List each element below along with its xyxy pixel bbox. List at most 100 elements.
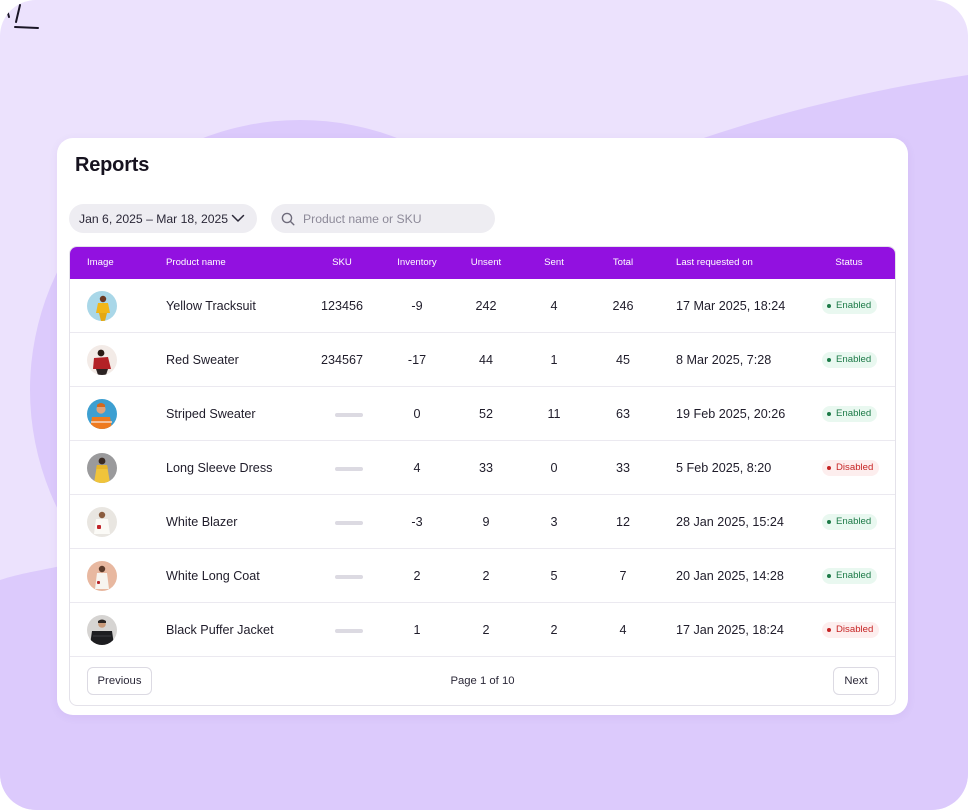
unsent-value: 52 — [478, 407, 493, 421]
black-puffer-jacket-product-image — [87, 615, 117, 645]
white-long-coat-product-image — [87, 561, 117, 591]
date-range-picker[interactable]: Jan 6, 2025 – Mar 18, 2025 — [69, 204, 257, 233]
product-image — [87, 507, 117, 537]
unsent-value: 44 — [478, 353, 493, 367]
status-badge: Enabled — [822, 568, 878, 584]
unsent-value: 9 — [482, 515, 490, 529]
total-value: 45 — [615, 353, 630, 367]
sku-empty-placeholder — [335, 413, 363, 417]
product-image — [87, 561, 117, 591]
red-sweater-product-image — [87, 345, 117, 375]
sent-value: 2 — [550, 623, 558, 637]
inventory-value: -17 — [407, 353, 427, 367]
column-header-total: Total — [612, 257, 634, 268]
product-name: Striped Sweater — [166, 407, 256, 421]
sku-empty-placeholder — [335, 467, 363, 471]
total-value: 63 — [615, 407, 630, 421]
search-box[interactable] — [271, 204, 495, 233]
column-header-inventory: Inventory — [397, 257, 437, 268]
sent-value: 5 — [550, 569, 558, 583]
inventory-value: -3 — [411, 515, 423, 529]
sent-value: 3 — [550, 515, 558, 529]
product-image — [87, 291, 117, 321]
status-badge: Disabled — [822, 460, 880, 476]
search-icon — [281, 212, 295, 225]
column-header-image: Image — [87, 257, 114, 268]
sparkle-doodle-icon — [5, 4, 39, 29]
table-row[interactable]: Yellow Tracksuit 123456 -9 242 4 246 17 … — [70, 279, 895, 333]
product-image — [87, 345, 117, 375]
page-title: Reports — [75, 154, 150, 176]
product-name: Red Sweater — [166, 353, 239, 367]
last-requested-value: 19 Feb 2025, 20:26 — [676, 407, 786, 421]
striped-sweater-product-image — [87, 399, 117, 429]
sku-value: 123456 — [320, 299, 364, 313]
unsent-value: 2 — [482, 623, 490, 637]
table-row[interactable]: Black Puffer Jacket 1 2 2 4 17 Jan 2025,… — [70, 603, 895, 657]
inventory-value: 0 — [413, 407, 421, 421]
inventory-value: -9 — [411, 299, 423, 313]
inventory-value: 4 — [413, 461, 421, 475]
table-row[interactable]: Striped Sweater 0 52 11 63 19 Feb 2025, … — [70, 387, 895, 441]
previous-page-button[interactable]: Previous — [87, 667, 152, 695]
yellow-tracksuit-product-image — [87, 291, 117, 321]
total-value: 12 — [615, 515, 630, 529]
column-header-sku: SKU — [332, 257, 352, 268]
column-header-last-requested: Last requested on — [676, 257, 753, 268]
product-name: White Long Coat — [166, 569, 260, 583]
product-name: Long Sleeve Dress — [166, 461, 273, 475]
date-range-value: Jan 6, 2025 – Mar 18, 2025 — [79, 211, 229, 226]
total-value: 4 — [619, 623, 627, 637]
table-row[interactable]: Red Sweater 234567 -17 44 1 45 8 Mar 202… — [70, 333, 895, 387]
sku-empty-placeholder — [335, 521, 363, 525]
column-header-status: Status — [835, 257, 863, 268]
product-name: Black Puffer Jacket — [166, 623, 274, 637]
search-input[interactable] — [301, 210, 485, 227]
last-requested-value: 17 Mar 2025, 18:24 — [676, 299, 786, 313]
unsent-value: 2 — [482, 569, 490, 583]
last-requested-value: 5 Feb 2025, 8:20 — [676, 461, 772, 475]
last-requested-value: 28 Jan 2025, 15:24 — [676, 515, 784, 529]
unsent-value: 242 — [475, 299, 497, 313]
product-image — [87, 453, 117, 483]
white-blazer-product-image — [87, 507, 117, 537]
total-value: 33 — [615, 461, 630, 475]
last-requested-value: 20 Jan 2025, 14:28 — [676, 569, 784, 583]
sku-value: 234567 — [320, 353, 364, 367]
total-value: 246 — [612, 299, 634, 313]
table-header: Image Product name SKU Inventory Unsent … — [70, 247, 895, 279]
product-image — [87, 399, 117, 429]
unsent-value: 33 — [478, 461, 493, 475]
inventory-value: 1 — [413, 623, 421, 637]
inventory-value: 2 — [413, 569, 421, 583]
table-row[interactable]: White Blazer -3 9 3 12 28 Jan 2025, 15:2… — [70, 495, 895, 549]
column-header-product-name: Product name — [166, 257, 226, 268]
product-name: White Blazer — [166, 515, 238, 529]
last-requested-value: 8 Mar 2025, 7:28 — [676, 353, 772, 367]
sent-value: 11 — [547, 407, 561, 421]
reports-card: Reports Jan 6, 2025 – Mar 18, 2025 Image… — [57, 138, 908, 715]
last-requested-value: 17 Jan 2025, 18:24 — [676, 623, 784, 637]
table-row[interactable]: White Long Coat 2 2 5 7 20 Jan 2025, 14:… — [70, 549, 895, 603]
status-badge: Enabled — [822, 298, 878, 314]
sent-value: 1 — [550, 353, 558, 367]
sku-empty-placeholder — [335, 629, 363, 633]
reports-table: Image Product name SKU Inventory Unsent … — [69, 246, 896, 706]
page-indicator: Page 1 of 10 — [450, 675, 515, 687]
status-badge: Disabled — [822, 622, 880, 638]
next-page-button[interactable]: Next — [833, 667, 879, 695]
product-name: Yellow Tracksuit — [166, 299, 256, 313]
table-row[interactable]: Long Sleeve Dress 4 33 0 33 5 Feb 2025, … — [70, 441, 895, 495]
column-header-sent: Sent — [544, 257, 564, 268]
pagination-bar: Previous Page 1 of 10 Next — [70, 657, 895, 705]
status-badge: Enabled — [822, 514, 878, 530]
status-badge: Enabled — [822, 406, 878, 422]
long-sleeve-dress-product-image — [87, 453, 117, 483]
total-value: 7 — [619, 569, 627, 583]
product-image — [87, 615, 117, 645]
sent-value: 0 — [550, 461, 558, 475]
column-header-unsent: Unsent — [470, 257, 502, 268]
status-badge: Enabled — [822, 352, 878, 368]
sku-empty-placeholder — [335, 575, 363, 579]
sent-value: 4 — [550, 299, 558, 313]
